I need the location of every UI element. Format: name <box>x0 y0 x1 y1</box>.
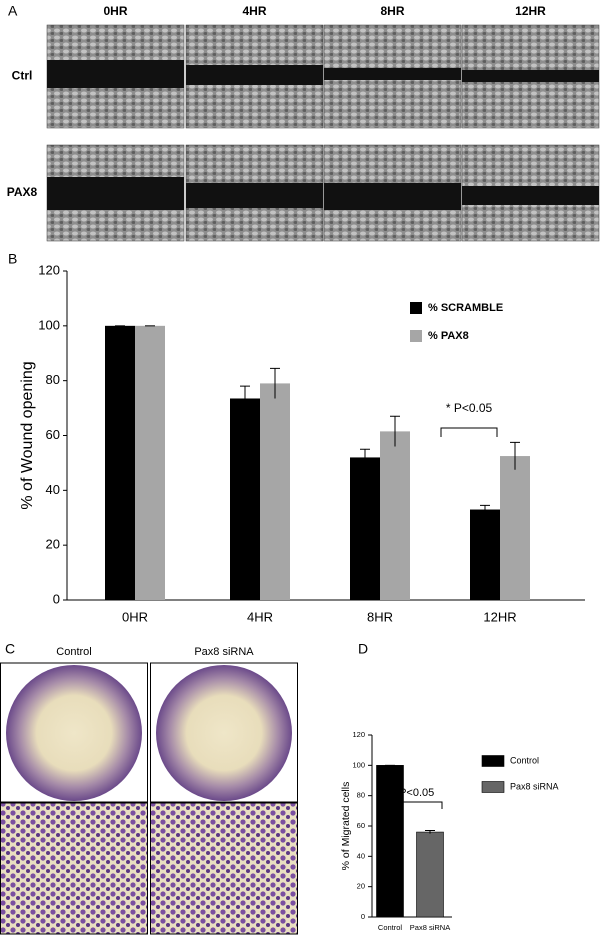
row-label: PAX8 <box>7 185 38 199</box>
y-tick-label: 60 <box>46 427 60 442</box>
column-label: 12HR <box>515 4 546 18</box>
legend-swatch <box>481 755 505 767</box>
error-bar <box>240 385 250 411</box>
bar <box>380 431 410 600</box>
row-label: Ctrl <box>12 69 33 83</box>
column-label: 8HR <box>380 4 404 18</box>
column-label: 0HR <box>103 4 127 18</box>
panel-letter: C <box>5 641 15 657</box>
bar <box>260 383 290 600</box>
x-tick-label: Control <box>378 923 403 932</box>
dish <box>156 665 292 801</box>
bar <box>416 831 444 918</box>
wound-gap <box>186 183 323 208</box>
legend-swatch <box>410 302 422 314</box>
bar <box>230 398 260 600</box>
column-label: 4HR <box>242 4 266 18</box>
y-tick-label: 60 <box>357 821 365 830</box>
x-tick-label: 4HR <box>247 609 273 624</box>
wound-gap <box>186 65 323 85</box>
y-tick-label: 80 <box>46 372 60 387</box>
bar <box>350 457 380 600</box>
bar <box>135 325 165 600</box>
y-tick-label: 20 <box>46 537 60 552</box>
error-bar <box>480 504 490 514</box>
wound-gap <box>324 68 461 80</box>
y-tick-label: 120 <box>38 262 60 277</box>
y-axis-label: % of Migrated cells <box>340 782 352 871</box>
y-tick-label: 120 <box>352 730 365 739</box>
wound-gap <box>47 177 184 210</box>
legend-label: % SCRAMBLE <box>428 302 503 314</box>
error-bar <box>390 415 400 447</box>
y-tick-label: 100 <box>352 760 365 769</box>
bar <box>376 765 404 918</box>
micrograph <box>0 802 148 935</box>
significance-bracket <box>384 801 443 809</box>
panel-letter: D <box>358 641 368 657</box>
x-tick-label: 0HR <box>122 609 148 624</box>
annotation: * P<0.05 <box>392 787 435 799</box>
wound-gap <box>462 186 599 205</box>
y-tick-label: 0 <box>361 912 365 921</box>
y-tick-label: 80 <box>357 791 365 800</box>
legend-label: Control <box>510 755 539 765</box>
x-tick-label: Pax8 siRNA <box>410 923 450 932</box>
error-bar <box>510 441 520 470</box>
significance-bracket <box>440 427 498 437</box>
legend-label: % PAX8 <box>428 330 469 342</box>
panel-letter: B <box>8 251 17 267</box>
column-label: Pax8 siRNA <box>194 646 254 658</box>
wound-gap <box>47 60 184 88</box>
annotation: * P<0.05 <box>446 401 493 415</box>
micrograph <box>150 802 298 935</box>
y-tick-label: 40 <box>46 482 60 497</box>
panel-letter: A <box>8 3 18 19</box>
x-tick-label: 8HR <box>367 609 393 624</box>
y-tick-label: 100 <box>38 317 60 332</box>
y-axis-label: % of Wound opening <box>19 361 36 509</box>
bar <box>105 325 135 600</box>
legend-swatch <box>410 330 422 342</box>
error-bar <box>270 367 280 399</box>
dish <box>6 665 142 801</box>
y-tick-label: 0 <box>53 591 60 606</box>
wound-gap <box>324 183 461 210</box>
column-label: Control <box>56 646 91 658</box>
legend-swatch <box>481 781 505 793</box>
y-tick-label: 40 <box>357 851 365 860</box>
error-bar <box>425 830 435 834</box>
bar <box>500 456 530 600</box>
legend-label: Pax8 siRNA <box>510 781 559 791</box>
y-tick-label: 20 <box>357 882 365 891</box>
error-bar <box>360 448 370 466</box>
bar <box>470 509 500 600</box>
x-tick-label: 12HR <box>483 609 516 624</box>
wound-gap <box>462 70 599 82</box>
